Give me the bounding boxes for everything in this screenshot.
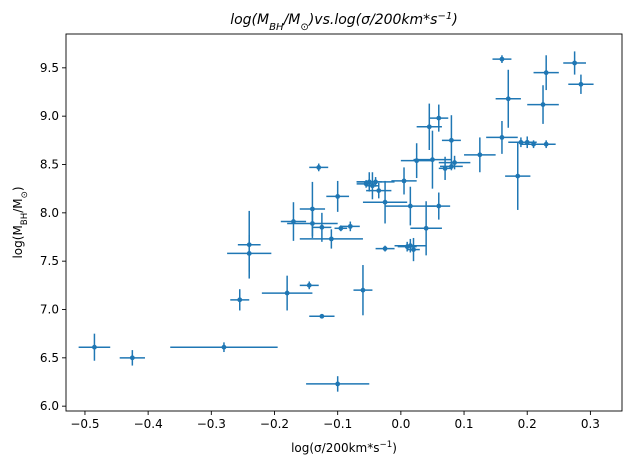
- data-point: [531, 141, 536, 147]
- data-point: [578, 81, 584, 87]
- y-axis-label-part-2: /M: [11, 198, 25, 212]
- data-point: [221, 344, 227, 350]
- data-point: [347, 223, 353, 229]
- data-point: [411, 247, 416, 252]
- data-point: [449, 137, 454, 143]
- y-tick-label: 7.0: [40, 303, 59, 317]
- data-point: [246, 251, 252, 256]
- data-point: [401, 178, 407, 184]
- chart-title-part-1: BH: [269, 22, 284, 33]
- chart-title-part-5: −1: [437, 11, 452, 22]
- x-tick-label: 0.0: [391, 417, 410, 431]
- x-tick-label: −0.2: [260, 417, 289, 431]
- chart-title-part-3: ⊙: [300, 22, 308, 33]
- y-tick-label: 8.5: [40, 158, 59, 172]
- data-point: [129, 355, 135, 361]
- y-axis-label-part-3: ⊙: [20, 191, 30, 198]
- x-tick-label: −0.1: [323, 417, 352, 431]
- data-point: [370, 183, 375, 189]
- data-points-group: [92, 56, 584, 387]
- data-point: [423, 225, 429, 231]
- data-point: [319, 224, 325, 230]
- data-point: [335, 381, 341, 387]
- data-point: [366, 179, 372, 185]
- data-point: [436, 203, 442, 209]
- data-point: [92, 344, 97, 350]
- data-point: [543, 141, 549, 147]
- data-point: [338, 225, 344, 231]
- x-tick-label: 0.3: [581, 417, 600, 431]
- x-tick-label: 0.1: [454, 417, 473, 431]
- data-point: [306, 282, 312, 288]
- chart-title-part-0: log(M: [230, 12, 269, 28]
- y-tick-label: 6.5: [40, 351, 59, 365]
- chart-title-part-6: ): [451, 12, 457, 28]
- data-point: [524, 139, 530, 145]
- y-axis-label-part-1: BH: [20, 213, 30, 225]
- y-tick-label: 7.5: [40, 254, 59, 268]
- data-point: [499, 56, 505, 62]
- data-point: [543, 70, 549, 76]
- x-axis-label-part-1: −1: [380, 440, 393, 450]
- data-point: [442, 165, 448, 171]
- data-point: [449, 164, 454, 169]
- data-point: [284, 290, 290, 296]
- x-tick-label: −0.3: [197, 417, 226, 431]
- data-point: [382, 246, 388, 252]
- data-point: [518, 139, 524, 145]
- data-point: [382, 199, 388, 205]
- y-tick-label: 8.0: [40, 206, 59, 220]
- y-tick-label: 9.0: [40, 109, 59, 123]
- data-point: [540, 102, 546, 107]
- y-axis-label-part-0: log(M: [11, 225, 25, 258]
- data-point: [407, 243, 413, 249]
- x-tick-label: −0.5: [70, 417, 99, 431]
- x-axis-label-group: log(σ/200km*s−1): [291, 440, 397, 455]
- data-point: [335, 194, 341, 199]
- chart-title: log(MBH/M⊙)vs.log(σ/200km*s−1): [230, 11, 458, 33]
- data-point: [572, 60, 578, 66]
- x-axis-label: log(σ/200km*s−1): [291, 440, 397, 455]
- data-point: [376, 188, 382, 194]
- data-point: [360, 287, 366, 293]
- x-axis-label-part-0: log(σ/200km*s: [291, 441, 379, 455]
- data-point: [373, 179, 378, 185]
- data-point: [499, 135, 505, 140]
- data-point: [477, 152, 483, 158]
- data-point: [237, 297, 243, 303]
- x-axis-label-part-2: ): [392, 441, 397, 455]
- data-point: [426, 124, 432, 130]
- data-point: [246, 242, 252, 248]
- data-point: [319, 313, 325, 319]
- data-point: [316, 165, 322, 170]
- axes-group: −0.5 −0.4 −0.3 −0.2 −0.1 0.0 0.1 0.2 0.3 6.0 6.5 7.…: [40, 33, 623, 431]
- chart-title-group: log(MBH/M⊙)vs.log(σ/200km*s−1): [230, 11, 458, 33]
- data-point: [414, 158, 420, 164]
- y-axis-label-part-4: ): [11, 186, 25, 191]
- y-tick-label: 6.0: [40, 399, 59, 413]
- data-point: [291, 219, 296, 224]
- data-point: [505, 96, 511, 102]
- x-tick-label: 0.2: [518, 417, 537, 431]
- y-axis-label-group: log(MBH/M⊙): [11, 186, 30, 258]
- chart-title-part-4: )vs.log(σ/200km*s: [308, 12, 438, 28]
- data-point: [310, 206, 315, 212]
- y-axis-label: log(MBH/M⊙): [11, 186, 30, 258]
- y-tick-label: 9.5: [40, 61, 59, 75]
- error-bars-group: [78, 51, 594, 392]
- plot-frame: [65, 33, 623, 412]
- data-point: [328, 236, 334, 242]
- data-point: [310, 221, 315, 226]
- data-point: [430, 157, 435, 163]
- data-point: [452, 160, 457, 165]
- data-point: [515, 173, 521, 179]
- chart-title-part-2: /M: [282, 12, 301, 28]
- x-tick-label: −0.4: [134, 417, 163, 431]
- data-point: [436, 115, 442, 121]
- data-point: [407, 203, 413, 209]
